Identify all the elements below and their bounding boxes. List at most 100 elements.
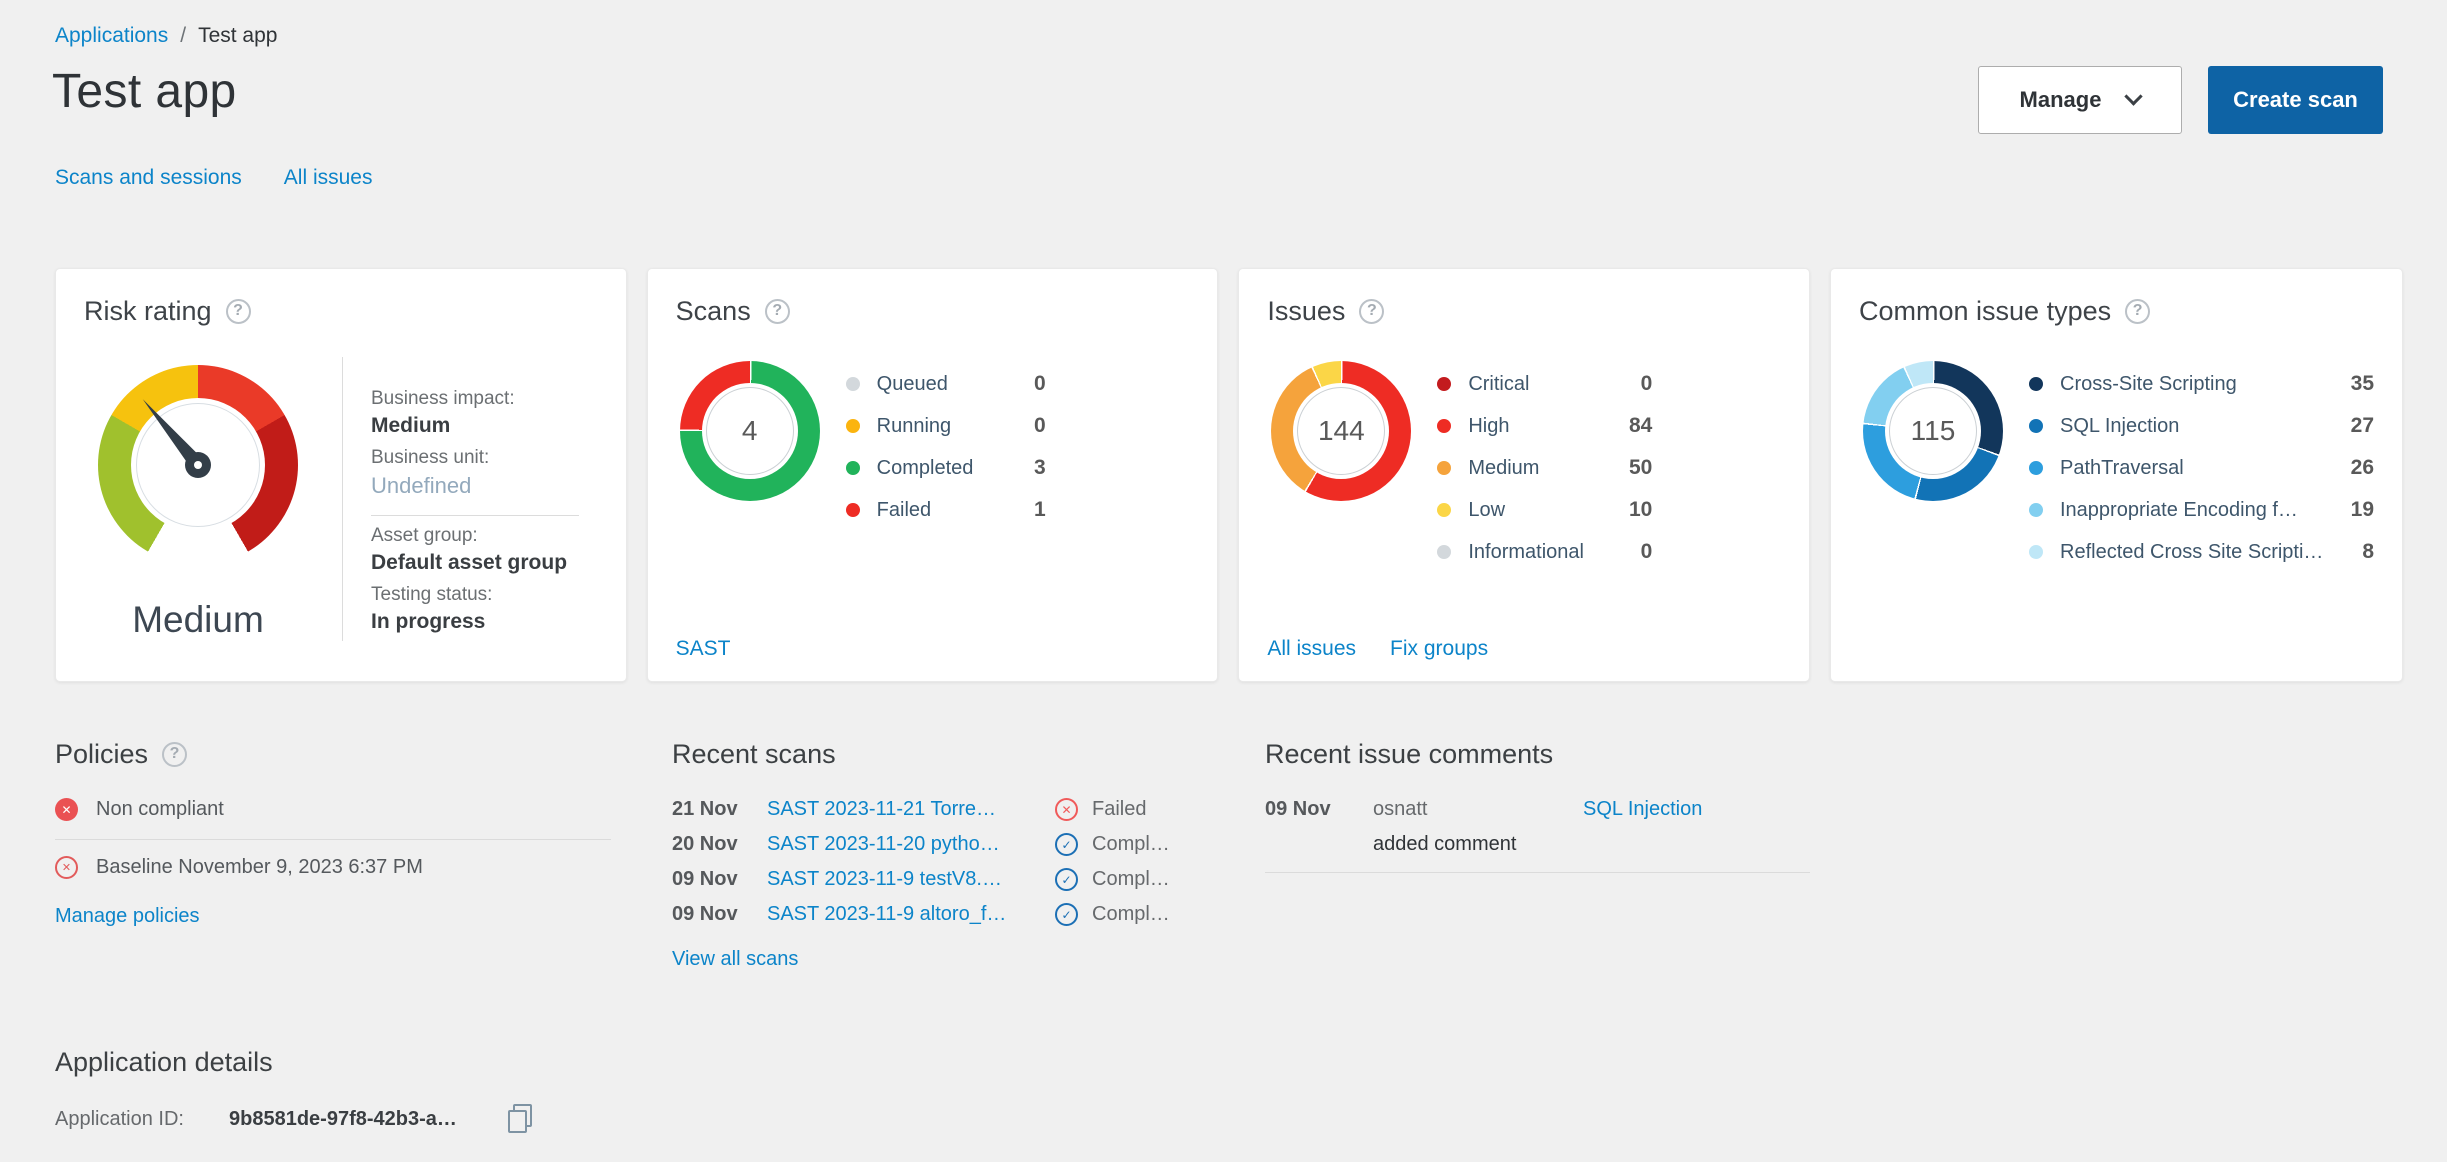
recent-issue-comments-title: Recent issue comments — [1265, 739, 1554, 769]
legend-item-queued: Queued 0 — [845, 363, 1046, 405]
recent-scans-title: Recent scans — [672, 739, 836, 769]
view-all-scans-link[interactable]: View all scans — [672, 948, 799, 970]
scan-status-text: Failed — [1092, 798, 1147, 820]
breadcrumb: Applications / Test app — [55, 24, 277, 48]
scans-donut-chart: 4 — [679, 361, 820, 501]
issues-card: Issues 144 Critical 0 High 84 — [1238, 268, 1810, 682]
recent-scans-section: Recent scans 21 Nov SAST 2023-11-21 Torr… — [672, 738, 1220, 971]
scan-row: 09 Nov SAST 2023-11-9 altoro_f… Compl… — [672, 897, 1220, 932]
scan-status-text: Compl… — [1092, 903, 1170, 925]
legend-item-reflected-xss: Reflected Cross Site Scripti… 8 — [2029, 531, 2374, 573]
baseline-row: Baseline November 9, 2023 6:37 PM — [55, 856, 611, 879]
legend-item-high: High 84 — [1437, 405, 1652, 447]
scan-status-text: Compl… — [1092, 833, 1170, 855]
header-actions: Manage Create scan — [1978, 66, 2383, 134]
breadcrumb-current: Test app — [198, 24, 278, 47]
breadcrumb-applications-link[interactable]: Applications — [55, 24, 169, 47]
page-links: Scans and sessions All issues — [55, 166, 372, 190]
common-issue-types-total: 115 — [1910, 415, 1956, 446]
risk-gauge-label: Medium — [132, 599, 264, 640]
comment-row: 09 Nov osnatt SQL Injection — [1265, 798, 1810, 821]
completed-status-icon — [1055, 903, 1078, 926]
legend-item-low: Low 10 — [1437, 489, 1652, 531]
compliance-status: Non compliant — [96, 798, 224, 820]
create-scan-button-label: Create scan — [2233, 87, 2358, 112]
testing-status-value: In progress — [371, 610, 486, 633]
divider — [1265, 872, 1810, 873]
common-issue-types-card: Common issue types 115 Cross-Site Script… — [1830, 268, 2403, 682]
critical-dot — [1437, 377, 1452, 391]
xss-dot — [2029, 377, 2043, 391]
failed-status-icon — [1055, 798, 1078, 821]
breadcrumb-separator: / — [180, 24, 187, 47]
issues-legend: Critical 0 High 84 Medium 50 Low 10 — [1437, 361, 1652, 573]
scan-date: 09 Nov — [672, 868, 738, 890]
link-scans-and-sessions[interactable]: Scans and sessions — [55, 166, 242, 189]
divider — [55, 839, 611, 840]
scan-name-link[interactable]: SAST 2023-11-20 pytho… — [767, 833, 1000, 855]
asset-group-value: Default asset group — [371, 551, 568, 574]
scan-name-link[interactable]: SAST 2023-11-21 Torre… — [767, 798, 997, 820]
help-icon[interactable] — [1359, 298, 1385, 324]
page-title: Test app — [52, 65, 237, 118]
scans-legend: Queued 0 Running 0 Completed 3 Failed 1 — [845, 361, 1046, 531]
scan-name-link[interactable]: SAST 2023-11-9 altoro_f… — [767, 903, 1007, 925]
reflected-xss-dot — [2029, 545, 2043, 559]
failed-dot — [845, 503, 860, 517]
high-dot — [1437, 419, 1452, 433]
link-all-issues[interactable]: All issues — [283, 166, 373, 189]
business-unit-label: Business unit: — [371, 447, 490, 468]
compliance-row: Non compliant — [55, 798, 611, 821]
manage-button[interactable]: Manage — [1978, 66, 2182, 134]
sql-injection-dot — [2029, 419, 2043, 433]
scan-date: 09 Nov — [672, 903, 738, 925]
manage-policies-link[interactable]: Manage policies — [55, 905, 200, 927]
issues-total: 144 — [1317, 415, 1365, 446]
common-issue-types-legend: Cross-Site Scripting 35 SQL Injection 27… — [2029, 361, 2374, 573]
common-issue-types-title: Common issue types — [1859, 295, 2374, 327]
create-scan-button[interactable]: Create scan — [2208, 66, 2383, 134]
business-impact-label: Business impact: — [371, 388, 515, 409]
help-icon[interactable] — [2125, 298, 2151, 324]
risk-gauge — [98, 365, 298, 565]
fix-groups-link[interactable]: Fix groups — [1390, 637, 1489, 660]
legend-item-medium: Medium 50 — [1437, 447, 1652, 489]
application-details-title: Application details — [55, 1047, 273, 1077]
copy-icon[interactable] — [507, 1104, 533, 1134]
application-details-section: Application details Application ID: 9b85… — [55, 1046, 615, 1134]
scan-row: 20 Nov SAST 2023-11-20 pytho… Compl… — [672, 827, 1220, 862]
running-dot — [845, 419, 860, 433]
policies-section: Policies Non compliant Baseline November… — [55, 738, 611, 928]
inappropriate-encoding-dot — [2029, 503, 2043, 517]
risk-details: Business impact: Medium Business unit: U… — [371, 351, 579, 641]
testing-status-label: Testing status: — [371, 584, 493, 605]
completed-dot — [845, 461, 860, 475]
chevron-down-icon — [2124, 87, 2144, 106]
help-icon[interactable] — [162, 741, 188, 767]
scan-name-link[interactable]: SAST 2023-11-9 testV8.… — [767, 868, 1002, 890]
business-impact-value: Medium — [371, 414, 451, 437]
gauge-needle-hub — [185, 452, 211, 478]
medium-dot — [1437, 461, 1452, 475]
policies-title: Policies — [55, 738, 611, 770]
scans-total: 4 — [741, 415, 758, 446]
help-icon[interactable] — [764, 298, 790, 324]
help-icon[interactable] — [225, 298, 251, 324]
issues-title: Issues — [1267, 295, 1781, 327]
summary-cards: Risk rating Medium Business impact: Medi… — [55, 268, 2403, 682]
legend-item-informational: Informational 0 — [1437, 531, 1652, 573]
scans-title: Scans — [676, 295, 1190, 327]
informational-dot — [1437, 545, 1452, 559]
scan-status-text: Compl… — [1092, 868, 1170, 890]
legend-item-inappropriate-encoding: Inappropriate Encoding f… 19 — [2029, 489, 2374, 531]
risk-rating-title: Risk rating — [84, 295, 598, 327]
queued-dot — [845, 377, 860, 391]
sast-link[interactable]: SAST — [675, 637, 731, 660]
all-issues-link[interactable]: All issues — [1267, 637, 1357, 660]
scans-card: Scans 4 Queued 0 Running 0 — [646, 268, 1219, 682]
legend-item-sql-injection: SQL Injection 27 — [2029, 405, 2374, 447]
scan-date: 21 Nov — [672, 798, 738, 820]
completed-status-icon — [1055, 868, 1078, 891]
comment-issue-link[interactable]: SQL Injection — [1583, 798, 1703, 820]
asset-group-label: Asset group: — [371, 525, 478, 546]
